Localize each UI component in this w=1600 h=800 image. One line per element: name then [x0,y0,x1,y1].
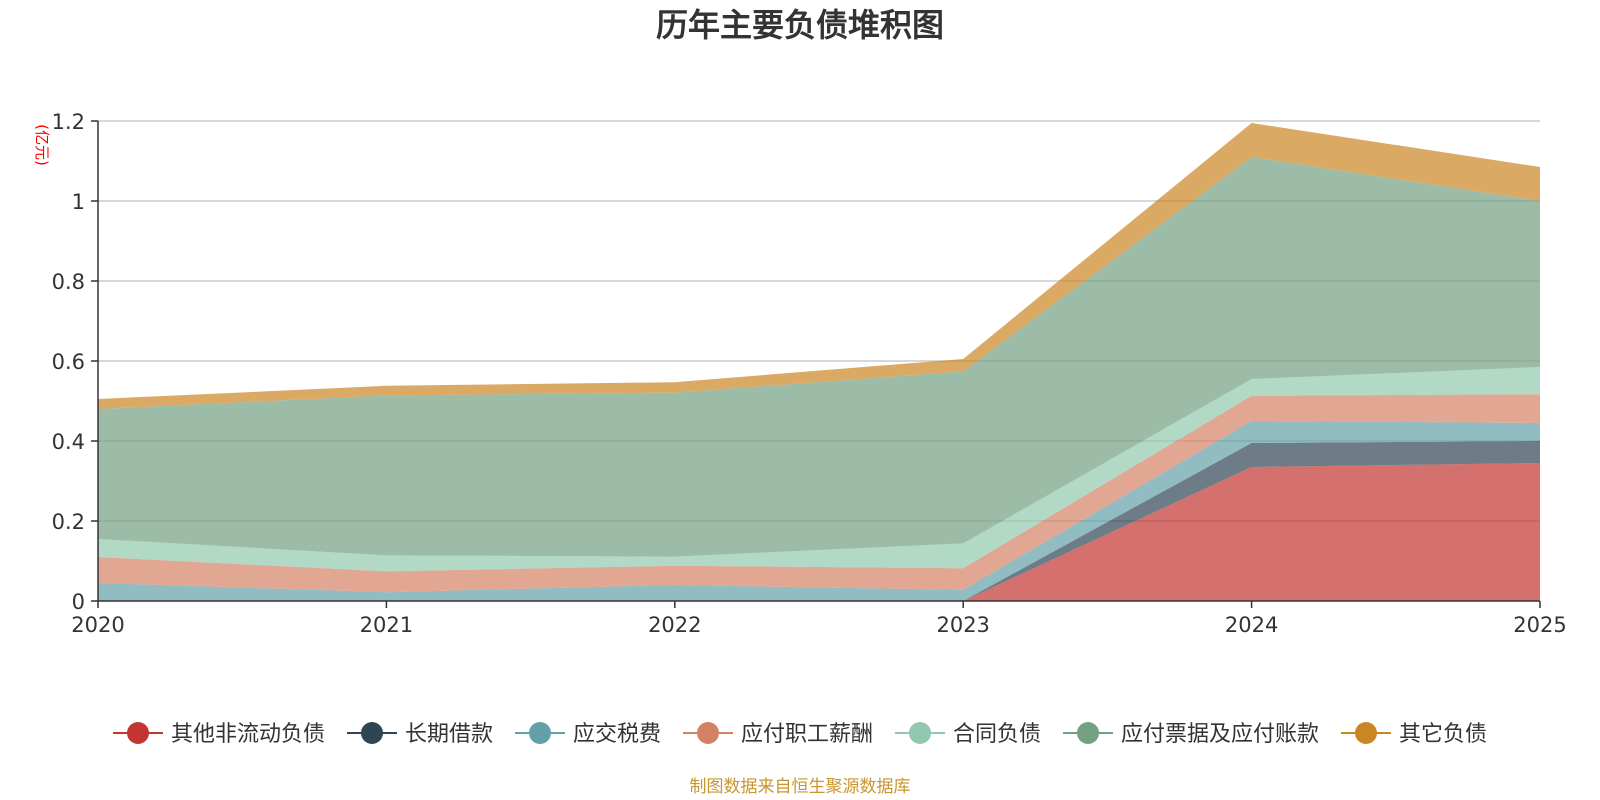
legend: 其他非流动负债 长期借款 应交税费 应付职工薪酬 合同负债 应付票据及应付账款 其它负债 [113,722,1487,747]
x-tick-label: 2020 [71,613,124,637]
y-tick-label: 1.2 [52,110,85,134]
x-tick-label: 2025 [1513,613,1566,637]
area-series-1 [98,463,1540,601]
legend-item-7[interactable]: 其它负债 [1341,722,1487,747]
area-series-7 [98,123,1540,409]
legend-marker [1355,722,1377,744]
area-series-2 [98,441,1540,601]
area-series-6 [98,157,1540,557]
area-series-3 [98,421,1540,601]
x-tick-label: 2021 [360,613,413,637]
y-tick-label: 0.4 [52,430,85,454]
legend-label: 其他非流动负债 [171,722,325,747]
legend-marker [529,722,551,744]
legend-label: 应付票据及应付账款 [1121,722,1319,747]
legend-item-5[interactable]: 合同负债 [895,722,1041,747]
legend-item-3[interactable]: 应交税费 [515,722,661,747]
x-tick-label: 2024 [1225,613,1278,637]
y-tick-label: 1 [72,190,85,214]
y-tick-label: 0.6 [52,350,85,374]
legend-label: 其它负债 [1399,722,1487,747]
legend-item-2[interactable]: 长期借款 [347,722,493,747]
y-tick-label: 0.8 [52,270,85,294]
legend-label: 应交税费 [573,722,661,747]
legend-marker [361,722,383,744]
legend-marker [1077,722,1099,744]
legend-item-4[interactable]: 应付职工薪酬 [683,722,873,747]
series-areas [98,123,1540,601]
legend-item-6[interactable]: 应付票据及应付账款 [1063,722,1319,747]
legend-marker [909,722,931,744]
y-axis-unit-label: (亿元) [33,124,51,166]
legend-label: 合同负债 [953,722,1041,747]
y-tick-label: 0 [72,590,85,614]
legend-marker [127,722,149,744]
y-tick-label: 0.2 [52,510,85,534]
legend-item-1[interactable]: 其他非流动负债 [113,722,325,747]
axes: 0 0.2 0.4 0.6 0.8 1 1.2 2020 2021 2022 2023 2024 202… [52,110,1567,637]
area-series-4 [98,394,1540,593]
legend-marker [697,722,719,744]
data-source-note: 制图数据来自恒生聚源数据库 [690,777,911,797]
area-series-5 [98,367,1540,572]
x-tick-label: 2023 [936,613,989,637]
legend-label: 长期借款 [405,722,493,747]
x-tick-label: 2022 [648,613,701,637]
legend-label: 应付职工薪酬 [741,722,873,747]
chart-title: 历年主要负债堆积图 [656,6,944,44]
